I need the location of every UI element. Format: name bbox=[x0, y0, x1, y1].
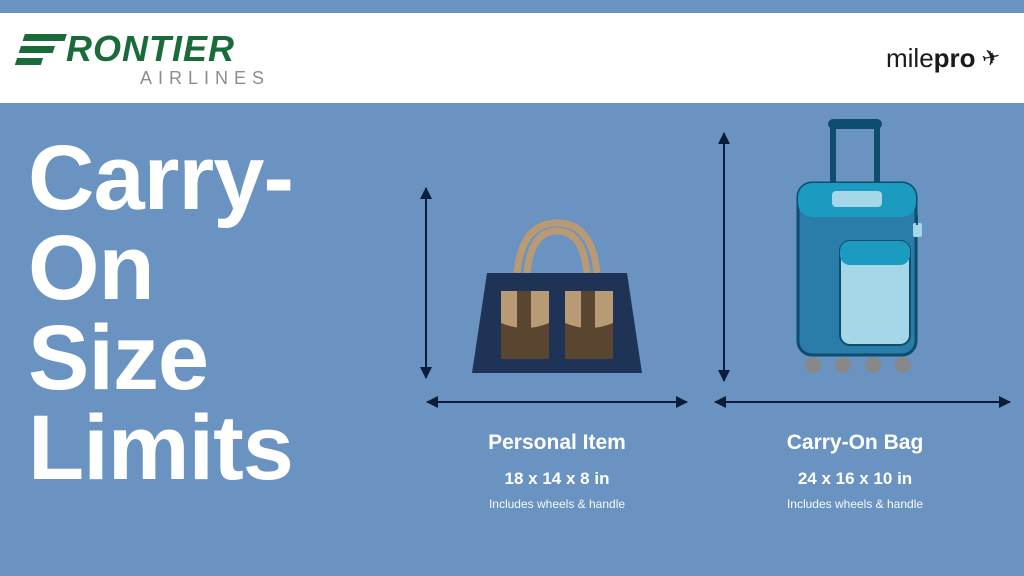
frontier-logo-subtext: AIRLINES bbox=[140, 68, 270, 89]
milepro-logo: milepro ✈ bbox=[886, 43, 1000, 74]
top-bar bbox=[0, 0, 1024, 13]
frontier-logo: RONTIER AIRLINES bbox=[20, 28, 270, 89]
milepro-text: milepro bbox=[886, 43, 976, 74]
vertical-dimension-arrow-icon bbox=[723, 133, 725, 381]
frontier-logo-main: RONTIER bbox=[20, 28, 235, 70]
items-area: Personal Item 18 x 14 x 8 in Includes wh… bbox=[408, 133, 1004, 546]
vertical-dimension-arrow-icon bbox=[425, 188, 427, 378]
frontier-logo-text: RONTIER bbox=[66, 28, 235, 70]
personal-item-illustration bbox=[417, 133, 697, 423]
frontier-logo-f-icon bbox=[14, 31, 68, 67]
carryon-bag-note: Includes wheels & handle bbox=[787, 497, 923, 511]
personal-item-note: Includes wheels & handle bbox=[489, 497, 625, 511]
page-root: RONTIER AIRLINES milepro ✈ Carry- On Siz… bbox=[0, 0, 1024, 576]
carryon-bag-illustration bbox=[715, 133, 995, 423]
header: RONTIER AIRLINES milepro ✈ bbox=[0, 13, 1024, 103]
personal-item-dimensions: 18 x 14 x 8 in bbox=[505, 469, 610, 489]
suitcase-icon bbox=[770, 113, 940, 383]
horizontal-dimension-arrow-icon bbox=[427, 401, 687, 403]
handbag-icon bbox=[467, 213, 647, 383]
plane-icon: ✈ bbox=[979, 43, 1002, 72]
carryon-bag-block: Carry-On Bag 24 x 16 x 10 in Includes wh… bbox=[715, 133, 995, 511]
headline: Carry- On Size Limits bbox=[28, 133, 408, 546]
carryon-bag-dimensions: 24 x 16 x 10 in bbox=[798, 469, 912, 489]
personal-item-title: Personal Item bbox=[488, 431, 626, 455]
personal-item-block: Personal Item 18 x 14 x 8 in Includes wh… bbox=[417, 133, 697, 511]
horizontal-dimension-arrow-icon bbox=[715, 401, 1010, 403]
content-area: Carry- On Size Limits bbox=[0, 103, 1024, 576]
carryon-bag-title: Carry-On Bag bbox=[787, 431, 924, 455]
